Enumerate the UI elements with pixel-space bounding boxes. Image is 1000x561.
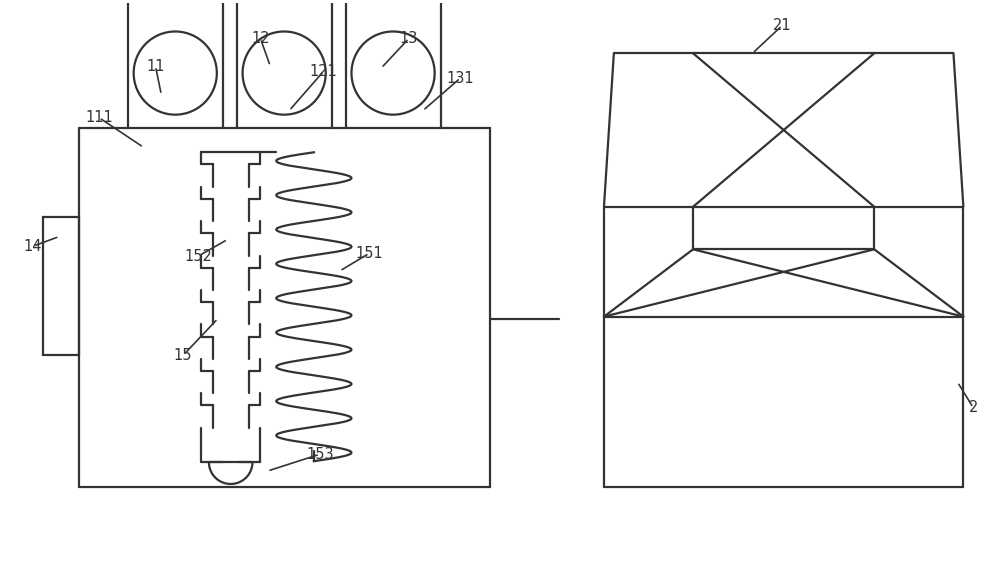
Text: 2: 2 xyxy=(969,400,978,415)
Text: 11: 11 xyxy=(146,59,165,73)
Text: 111: 111 xyxy=(85,110,113,125)
Bar xyxy=(43,217,79,355)
Text: 21: 21 xyxy=(773,18,791,33)
Text: 121: 121 xyxy=(310,63,338,79)
Text: 131: 131 xyxy=(447,71,474,85)
Text: 13: 13 xyxy=(400,31,418,46)
Text: 151: 151 xyxy=(355,246,383,261)
Text: 14: 14 xyxy=(23,239,42,254)
Bar xyxy=(346,0,441,127)
Text: 15: 15 xyxy=(174,348,192,363)
Bar xyxy=(604,316,963,487)
Text: 152: 152 xyxy=(184,249,212,264)
Text: 153: 153 xyxy=(306,447,334,462)
Bar xyxy=(128,0,223,127)
Bar xyxy=(237,0,332,127)
Text: 12: 12 xyxy=(251,31,270,46)
